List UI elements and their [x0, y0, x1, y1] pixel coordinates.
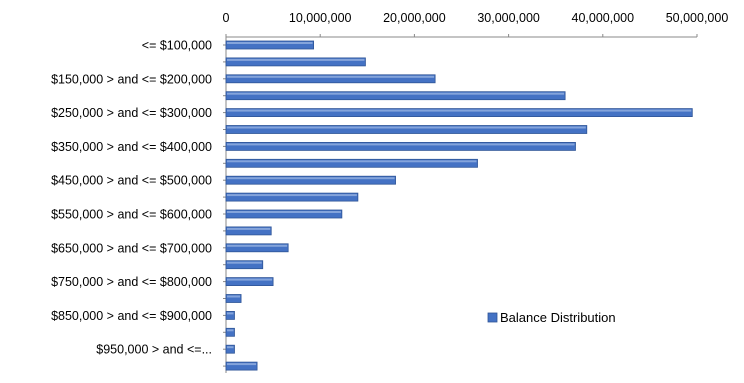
- y-tick-label: $550,000 > and <= $600,000: [51, 208, 212, 222]
- y-tick-label: $250,000 > and <= $300,000: [51, 106, 212, 120]
- bar-highlight: [227, 58, 365, 61]
- legend-swatch: [487, 312, 498, 323]
- bar-highlight: [227, 278, 273, 281]
- x-tick-label: 20,000,000: [383, 11, 446, 25]
- x-axis-ticks: 0 10,000,000 20,000,000 30,000,000 40,000,00…: [223, 11, 729, 37]
- bar: [225, 125, 588, 134]
- bar: [225, 108, 693, 117]
- bar: [225, 175, 396, 185]
- bar-highlight: [227, 75, 435, 78]
- x-tick-label: 40,000,000: [572, 11, 635, 25]
- x-tick-label: 50,000,000: [666, 11, 729, 25]
- bar: [225, 294, 242, 303]
- bar-highlight: [227, 346, 234, 349]
- legend: Balance Distribution: [487, 310, 616, 325]
- bar-highlight: [227, 227, 271, 230]
- bar: [225, 141, 576, 151]
- y-tick-label: $950,000 > and <=...: [96, 343, 212, 357]
- bar: [225, 260, 264, 270]
- bar: [225, 327, 235, 337]
- legend-label: Balance Distribution: [500, 310, 616, 325]
- bar-highlight: [227, 143, 575, 146]
- bar: [225, 277, 274, 287]
- y-axis-ticks: <= $100,000 $150,000 > and <= $200,000 $25…: [51, 39, 226, 367]
- bar: [225, 40, 315, 50]
- bar: [225, 91, 566, 101]
- bar-highlight: [227, 312, 234, 315]
- bar-highlight: [227, 126, 586, 129]
- y-tick-label: $750,000 > and <= $800,000: [51, 275, 212, 289]
- x-tick-label: 30,000,000: [477, 11, 540, 25]
- bar: [225, 226, 272, 236]
- y-tick-label: $350,000 > and <= $400,000: [51, 140, 212, 154]
- bar-highlight: [227, 211, 341, 213]
- y-tick-label: <= $100,000: [142, 39, 212, 53]
- bar: [225, 192, 359, 202]
- bar-highlight: [227, 244, 288, 247]
- bar: [225, 74, 436, 84]
- bar: [225, 57, 366, 67]
- bar-highlight: [227, 160, 477, 163]
- bar: [225, 361, 258, 371]
- bar: [225, 158, 478, 168]
- bar: [225, 310, 235, 320]
- bar-highlight: [227, 109, 692, 112]
- y-tick-label: $850,000 > and <= $900,000: [51, 309, 212, 323]
- y-tick-label: $650,000 > and <= $700,000: [51, 241, 212, 255]
- y-tick-label: $450,000 > and <= $500,000: [51, 174, 212, 188]
- bar-highlight: [227, 295, 241, 298]
- bars: [225, 40, 693, 371]
- bar: [225, 243, 289, 253]
- bar-highlight: [227, 329, 234, 332]
- bar-highlight: [227, 177, 395, 180]
- x-tick-label: 10,000,000: [289, 11, 352, 25]
- bar-highlight: [227, 194, 357, 197]
- x-tick-label: 0: [223, 11, 230, 25]
- bar-highlight: [227, 363, 257, 366]
- y-tick-label: $150,000 > and <= $200,000: [51, 72, 212, 86]
- bar-highlight: [227, 92, 565, 95]
- bar-highlight: [227, 261, 262, 264]
- bar-highlight: [227, 42, 313, 44]
- bar: [225, 344, 235, 354]
- bar: [225, 209, 343, 219]
